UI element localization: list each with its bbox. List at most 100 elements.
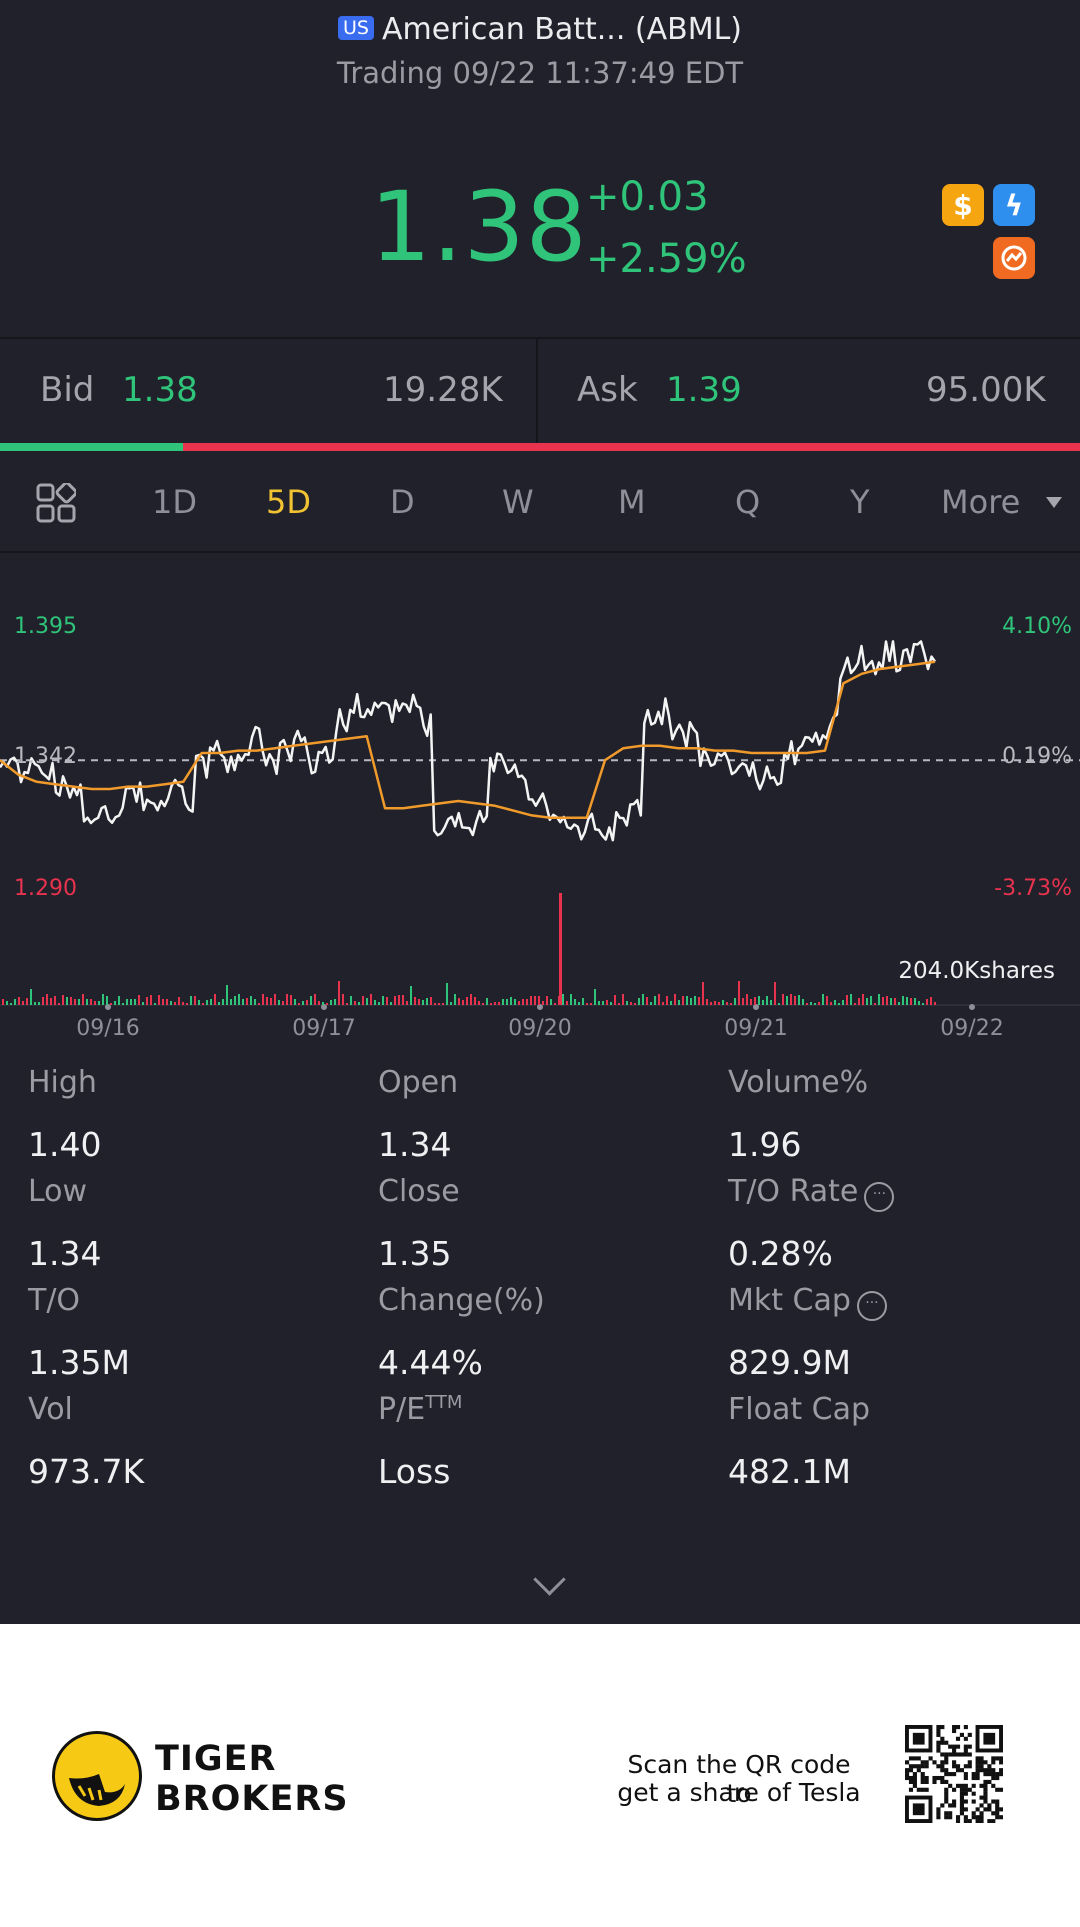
- qr-module: [955, 1815, 961, 1820]
- volume-bar: [2, 999, 4, 1005]
- expand-chevron-icon[interactable]: [533, 1563, 566, 1596]
- volume-bar: [250, 996, 252, 1005]
- volume-bar: [386, 997, 388, 1005]
- qr-module: [936, 1748, 941, 1753]
- volume-bar: [290, 995, 292, 1005]
- volume-bar: [910, 998, 912, 1005]
- qr-module: [999, 1768, 1003, 1773]
- volume-bar: [674, 994, 676, 1005]
- volume-bar: [466, 997, 468, 1005]
- volume-bar: [818, 1002, 820, 1005]
- volume-bar: [458, 998, 460, 1005]
- qr-module: [975, 1768, 980, 1773]
- qr-module: [995, 1772, 1000, 1777]
- qr-module: [967, 1787, 972, 1792]
- volume-bar: [242, 999, 244, 1005]
- qr-module: [983, 1791, 988, 1796]
- tab-1d[interactable]: 1D: [152, 483, 197, 521]
- stock-title[interactable]: US American Batt... (ABML): [0, 12, 1080, 47]
- qr-module: [979, 1783, 984, 1788]
- tab-5d[interactable]: 5D: [266, 483, 311, 521]
- tab-w[interactable]: W: [502, 483, 534, 521]
- volume-bar: [14, 999, 16, 1005]
- stat-label-t-o: T/O: [28, 1283, 80, 1318]
- qr-module: [995, 1807, 1000, 1812]
- volume-bar: [790, 994, 792, 1005]
- qr-module: [995, 1811, 1000, 1816]
- tab-more[interactable]: More: [941, 483, 1021, 521]
- qr-module: [963, 1787, 968, 1792]
- volume-bar: [650, 1002, 652, 1005]
- tab-d[interactable]: D: [390, 483, 415, 521]
- qr-module: [924, 1779, 929, 1784]
- qr-module: [920, 1775, 925, 1781]
- qr-module: [948, 1811, 953, 1816]
- tab-m[interactable]: M: [618, 483, 646, 521]
- qr-module: [987, 1768, 992, 1773]
- qr-module: [908, 1756, 914, 1761]
- stat-label-open: Open: [378, 1065, 458, 1100]
- qr-module: [936, 1744, 941, 1749]
- qr-module: [944, 1779, 949, 1784]
- volume-bar: [682, 996, 684, 1005]
- chevron-down-icon[interactable]: [1046, 497, 1062, 508]
- layout-grid-icon[interactable]: [36, 483, 76, 523]
- volume-bar: [394, 996, 396, 1005]
- qr-module: [959, 1732, 964, 1737]
- volume-bar: [38, 1002, 40, 1005]
- volume-bar: [338, 981, 340, 1005]
- more-info-icon[interactable]: ···: [856, 1291, 887, 1321]
- tab-q[interactable]: Q: [735, 483, 761, 521]
- volume-bar: [578, 1002, 580, 1005]
- volume-bar: [54, 996, 56, 1005]
- y-axis-right-label: 0.19%: [1002, 744, 1072, 769]
- volume-bar: [526, 999, 528, 1005]
- qr-module: [991, 1819, 996, 1823]
- volume-bar: [58, 1003, 60, 1005]
- qr-module: [952, 1787, 957, 1792]
- volume-bar: [562, 994, 564, 1005]
- volume-bar: [454, 994, 456, 1005]
- ask-ratio-bar: [183, 443, 1080, 451]
- dollar-icon[interactable]: $: [942, 184, 984, 226]
- volume-bar: [654, 996, 656, 1005]
- qr-module: [963, 1725, 968, 1730]
- qr-module: [967, 1760, 972, 1765]
- volume-bar: [506, 999, 508, 1005]
- qr-module: [955, 1768, 961, 1773]
- bid-ask-separator: [536, 338, 538, 443]
- qr-module: [963, 1764, 968, 1769]
- qr-module: [995, 1775, 1000, 1781]
- qr-module: [924, 1764, 929, 1769]
- volume-bar: [118, 996, 120, 1005]
- volume-bar: [210, 999, 212, 1005]
- volume-bar: [166, 999, 168, 1005]
- volume-bar: [254, 999, 256, 1005]
- qr-module: [971, 1791, 976, 1796]
- tab-y[interactable]: Y: [850, 483, 870, 521]
- volume-bar: [450, 1002, 452, 1005]
- bid-price: 1.38: [122, 370, 198, 410]
- intraday-chart[interactable]: 1.395 1.342 1.290 4.10% 0.19% -3.73% 09/16 09/1…: [0, 555, 1080, 1045]
- volume-bar: [810, 1002, 812, 1005]
- volume-bar: [598, 1001, 600, 1005]
- qr-module: [991, 1768, 996, 1773]
- more-info-icon[interactable]: ···: [864, 1182, 895, 1212]
- qr-module: [983, 1760, 988, 1765]
- volume-bar: [234, 996, 236, 1005]
- settings-badge-icon[interactable]: [993, 237, 1035, 279]
- qr-module: [963, 1783, 968, 1788]
- qr-module: [971, 1815, 976, 1820]
- volume-bar: [478, 1001, 480, 1005]
- flash-order-icon[interactable]: ϟ: [993, 184, 1035, 226]
- qr-finder: [912, 1803, 925, 1816]
- x-tick-dot: [753, 1004, 759, 1010]
- volume-bar: [690, 998, 692, 1005]
- promo-text-line1: Scan the QR code to: [627, 1750, 851, 1808]
- qr-module: [963, 1815, 968, 1820]
- qr-module: [948, 1744, 953, 1749]
- volume-bar: [258, 1003, 260, 1005]
- volume-bar: [662, 1002, 664, 1005]
- qr-module: [944, 1791, 949, 1796]
- volume-bar: [462, 1000, 464, 1005]
